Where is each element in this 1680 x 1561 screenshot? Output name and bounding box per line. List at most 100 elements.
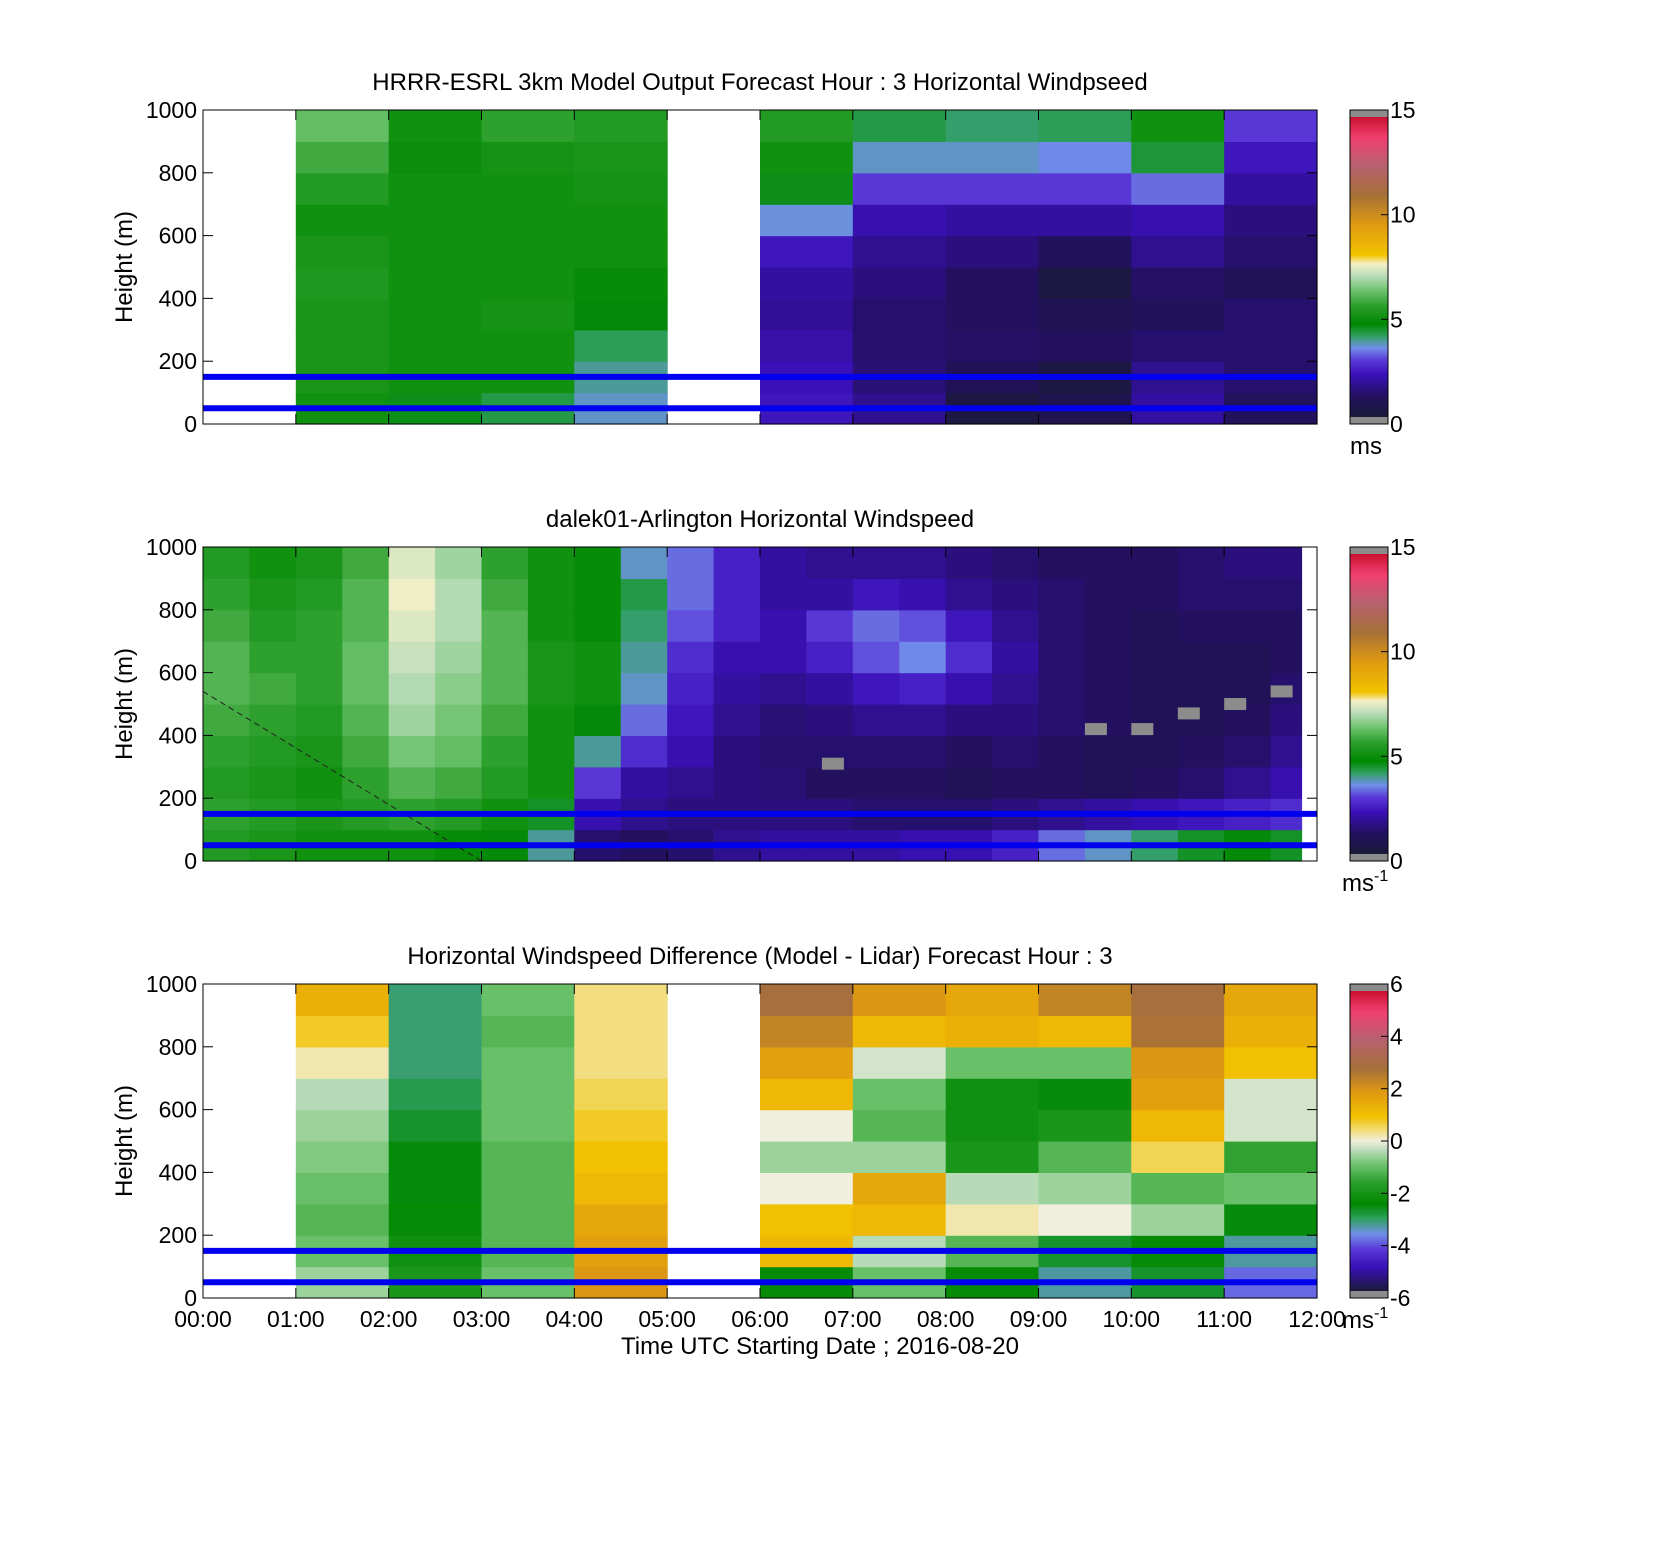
- y-tick-label: 1000: [146, 534, 197, 560]
- heatmap-cell: [1177, 766, 1225, 799]
- heatmap-cell: [760, 141, 854, 174]
- heatmap-cell: [574, 1109, 668, 1142]
- heatmap-cell: [527, 672, 575, 705]
- heatmap-cell: [1270, 704, 1303, 736]
- y-ticks: 0 200 400 600 800 1000: [146, 534, 1317, 874]
- heatmap-cell: [1084, 547, 1132, 579]
- colorbar-tick-label: -6: [1390, 1285, 1410, 1311]
- heatmap-cell: [1131, 298, 1225, 331]
- heatmap-cell: [992, 578, 1040, 611]
- heatmap-cell: [574, 1172, 668, 1205]
- heatmap-cell: [1224, 141, 1318, 174]
- heatmap-cell: [574, 547, 622, 579]
- heatmap-cell: [388, 672, 436, 705]
- heatmap-cell: [574, 1203, 668, 1236]
- y-tick-label: 600: [159, 1097, 197, 1123]
- heatmap-cell: [945, 766, 993, 799]
- heatmap-cell: [295, 735, 343, 768]
- plot-overlays: [203, 1247, 1317, 1286]
- heatmap-cell: [1131, 172, 1225, 205]
- heatmap-cell: [852, 1141, 947, 1173]
- heatmap-cell: [1224, 735, 1272, 768]
- heatmap-cell: [342, 609, 390, 642]
- colorbar-unit-exponent: -1: [1374, 1305, 1388, 1322]
- heatmap-cell: [249, 641, 297, 674]
- heatmap-cell: [760, 110, 854, 142]
- panel-windspeed-difference: Horizontal Windspeed Difference (Model -…: [111, 943, 1411, 1360]
- x-tick-label: 01:00: [267, 1306, 325, 1332]
- heatmap-cell: [481, 172, 575, 205]
- colorbar-over-cap: [1350, 110, 1388, 117]
- heatmap-cell: [342, 547, 390, 579]
- colorbar-tick-label: 0: [1390, 848, 1403, 874]
- heatmap-cell: [760, 298, 854, 331]
- heatmap-cell: [1038, 735, 1086, 768]
- heatmap-cell: [527, 547, 575, 579]
- heatmap-cell: [203, 547, 250, 579]
- heatmap-cell: [760, 267, 854, 299]
- heatmap-cell: [945, 672, 993, 705]
- heatmap-cell: [481, 110, 575, 142]
- y-tick-label: 200: [159, 348, 197, 374]
- heatmap-cell: [852, 172, 947, 205]
- heatmap-cell: [667, 735, 715, 768]
- colorbar-unit-exponent: -1: [1374, 868, 1388, 885]
- x-tick-label: 07:00: [824, 1306, 882, 1332]
- heatmap-cell: [1084, 766, 1132, 799]
- heatmap-cell: [760, 1109, 854, 1142]
- heatmap-cell: [899, 672, 947, 705]
- heatmap-cell: [388, 1172, 483, 1205]
- heatmap-cell: [945, 1141, 1040, 1173]
- heatmap-cell: [1131, 1078, 1225, 1111]
- heatmap-cell: [852, 641, 900, 674]
- colorbar: -6 -4 -2 0 2 4 6: [1349, 971, 1411, 1311]
- heatmap-cell: [1038, 298, 1132, 331]
- x-tick-label: 12:00: [1288, 1306, 1346, 1332]
- heatmap-cell: [620, 735, 668, 768]
- heatmap-cell: [1131, 672, 1179, 705]
- heatmap-cell: [1038, 547, 1086, 579]
- heatmap-cell: [1131, 329, 1225, 362]
- heatmap-cell: [481, 1109, 575, 1142]
- heatmap-cell: [945, 110, 1040, 142]
- heatmap-cell: [295, 609, 343, 642]
- heatmap-cell: [760, 766, 807, 799]
- heatmap-cell: [1131, 1141, 1225, 1173]
- heatmap-cell: [295, 141, 390, 174]
- heatmap-cell: [1224, 110, 1318, 142]
- heatmap-cell: [1270, 547, 1303, 579]
- heatmap-cell: [295, 672, 343, 705]
- heatmap-cell: [852, 984, 947, 1016]
- y-tick-label: 800: [159, 597, 197, 623]
- heatmap-cell: [527, 609, 575, 642]
- heatmap-cell: [1131, 766, 1179, 799]
- heatmap-cell: [574, 235, 668, 268]
- heatmap-cell: [388, 172, 483, 205]
- heatmap-cell: [388, 578, 436, 611]
- heatmap-cell: [1224, 329, 1318, 362]
- heatmap-cell: [1131, 204, 1225, 237]
- heatmap-cell: [295, 1141, 390, 1173]
- heatmap-cell: [295, 298, 390, 331]
- heatmap-cell: [620, 578, 668, 611]
- heatmap-cell: [667, 704, 715, 736]
- heatmap-cell: [1270, 735, 1303, 768]
- heatmap-cell: [388, 735, 436, 768]
- heatmap-cell: [203, 766, 250, 799]
- heatmap-cell: [852, 110, 947, 142]
- heatmap-cell: [1038, 1172, 1132, 1205]
- heatmap-cell: [945, 298, 1040, 331]
- heatmap-cell: [574, 1015, 668, 1048]
- heatmap-cell: [527, 704, 575, 736]
- colorbar-under-cap: [1350, 417, 1388, 424]
- heatmap-cell: [388, 1109, 483, 1142]
- heatmap-cell: [852, 766, 900, 799]
- heatmap-cell: [992, 672, 1040, 705]
- colorbar-tick-label: 2: [1390, 1076, 1403, 1102]
- heatmap-cell: [481, 1141, 575, 1173]
- heatmap-cell: [1224, 1046, 1318, 1079]
- heatmap-cell: [481, 298, 575, 331]
- heatmap-cell: [435, 609, 483, 642]
- heatmap-cell: [249, 672, 297, 705]
- heatmap-cell: [852, 141, 947, 174]
